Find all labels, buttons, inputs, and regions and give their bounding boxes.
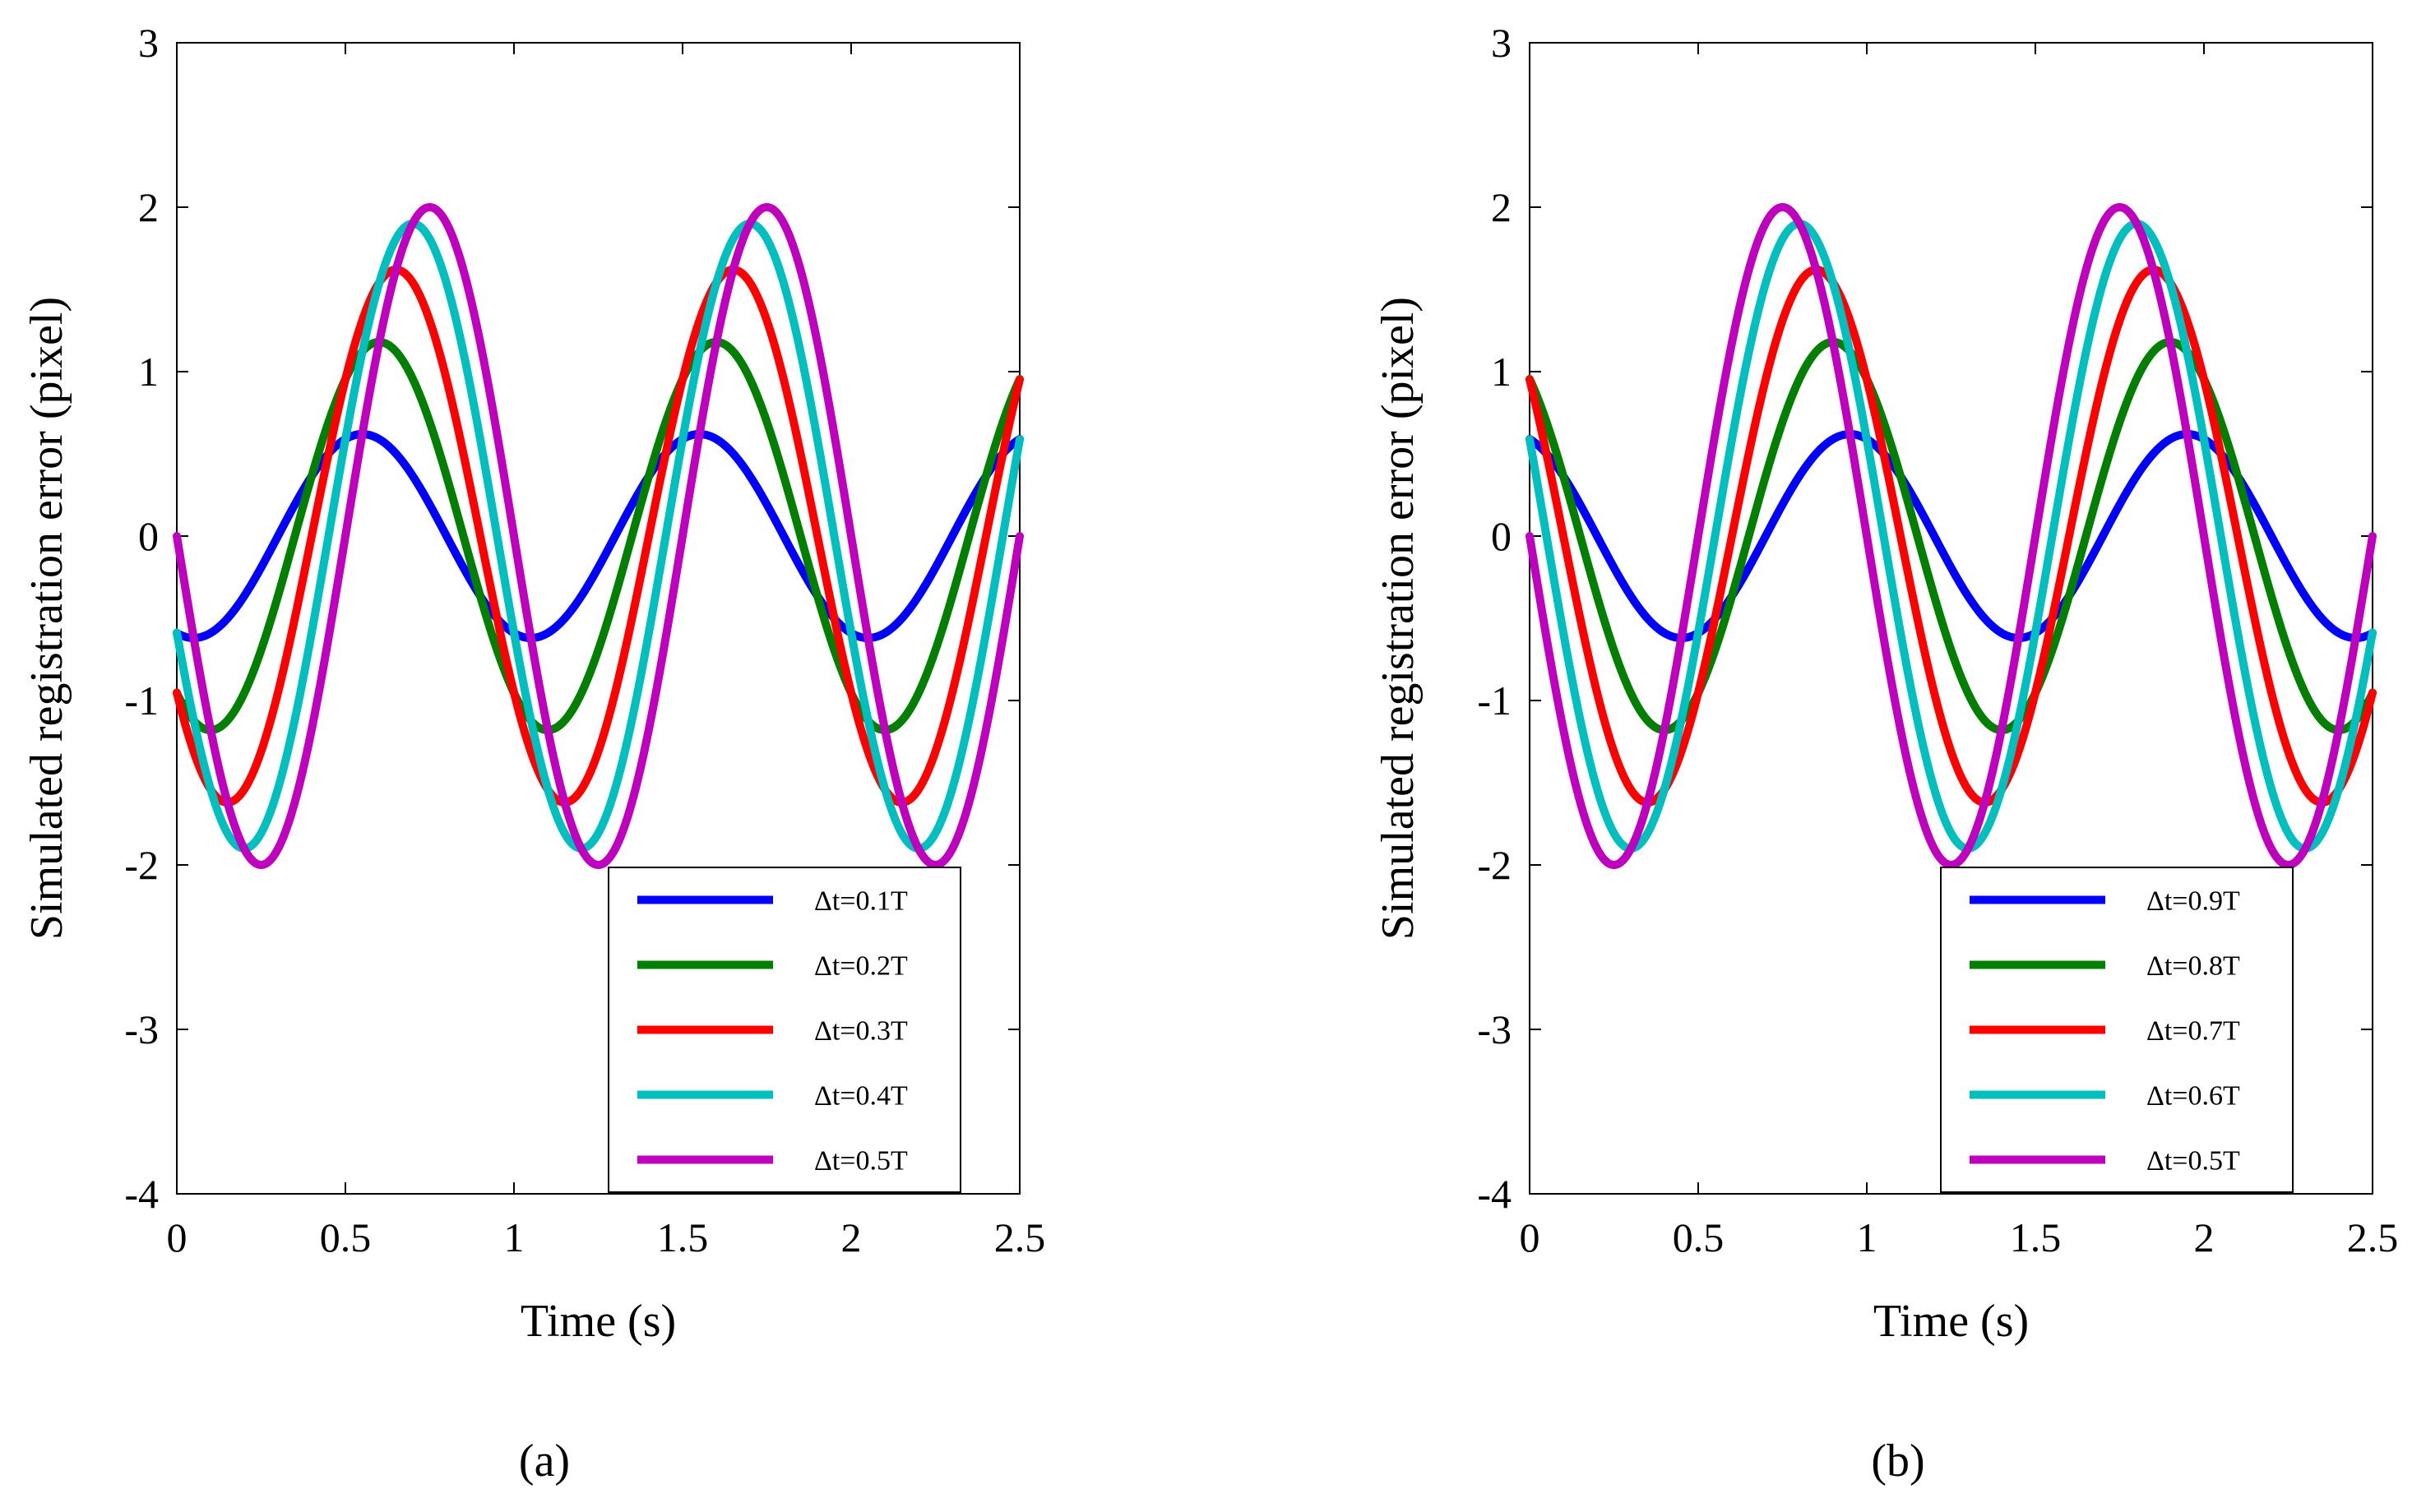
y-tick-label: -1 — [124, 677, 159, 724]
axes-frame — [176, 42, 1021, 1195]
y-tick-label: 1 — [138, 349, 159, 395]
chart-panel-a: 0 0.5 1 1.5 2 2.5-4-3-2-10123Δt=0.1TΔt=0.2TΔt… — [21, 20, 1045, 1487]
legend-label-5: Δt=0.5T — [2146, 1146, 2240, 1177]
series-line-4 — [173, 220, 1024, 853]
y-tick-label: -2 — [124, 842, 159, 888]
legend-label-1: Δt=0.1T — [814, 886, 908, 917]
y-tick-label: 0 — [138, 513, 159, 559]
y-tick-label: 3 — [138, 20, 159, 66]
x-tick-label: 2.5 — [994, 1214, 1046, 1260]
y-tick-label: -3 — [1477, 1006, 1512, 1052]
y-tick-label: 2 — [138, 184, 159, 230]
x-tick-label: 1.5 — [657, 1214, 709, 1260]
series-line-1 — [173, 430, 1024, 642]
series-line-3 — [1526, 266, 2377, 807]
y-axis-title: Simulated registration error (pixel) — [1373, 297, 1424, 940]
y-tick-label: -4 — [124, 1171, 159, 1217]
series-line-2 — [173, 338, 1024, 734]
y-tick-label: -3 — [124, 1006, 159, 1052]
x-axis-title: Time (s) — [1873, 1296, 2029, 1347]
legend: Δt=0.1T Δt=0.2T Δt=0.3T Δt=0.4T Δt=0.5T — [608, 867, 961, 1193]
x-tick-label: 1 — [504, 1214, 525, 1260]
legend-label-1: Δt=0.9T — [2146, 886, 2240, 917]
y-tick-label: 2 — [1491, 184, 1512, 230]
x-tick-label: 0.5 — [320, 1214, 372, 1260]
x-tick-label: 2.5 — [2347, 1214, 2399, 1260]
legend-label-3: Δt=0.7T — [2146, 1016, 2240, 1047]
y-axis-title: Simulated registration error (pixel) — [21, 297, 72, 940]
legend-label-4: Δt=0.4T — [814, 1081, 908, 1112]
x-tick-label: 0 — [167, 1214, 188, 1260]
chart-panel-b: 0 0.5 1 1.5 2 2.5-4-3-2-10123Δt=0.9TΔt=0.8TΔt… — [1373, 20, 2398, 1487]
x-tick-label: 2 — [841, 1214, 862, 1260]
x-tick-label: 1 — [1857, 1214, 1877, 1260]
y-tick-label: 1 — [1491, 349, 1512, 395]
legend-label-5: Δt=0.5T — [814, 1146, 908, 1177]
y-tick-label: -2 — [1477, 842, 1512, 888]
x-axis-title: Time (s) — [521, 1296, 676, 1347]
series-line-3 — [173, 266, 1024, 807]
legend-label-3: Δt=0.3T — [814, 1016, 908, 1047]
x-tick-label: 1.5 — [2010, 1214, 2062, 1260]
axes-frame — [1529, 42, 2373, 1195]
panel-label: (a) — [519, 1436, 570, 1487]
series-line-5 — [1526, 203, 2377, 869]
legend-label-2: Δt=0.2T — [814, 951, 908, 982]
legend-label-2: Δt=0.8T — [2146, 951, 2240, 982]
y-tick-label: -1 — [1477, 677, 1512, 724]
y-tick-label: -4 — [1477, 1171, 1512, 1217]
y-tick-label: 0 — [1491, 513, 1512, 559]
series-line-5 — [173, 203, 1024, 869]
x-tick-label: 0.5 — [1673, 1214, 1725, 1260]
series-line-4 — [1526, 220, 2377, 853]
y-tick-label: 3 — [1491, 20, 1512, 66]
legend-label-4: Δt=0.6T — [2146, 1081, 2240, 1112]
x-tick-label: 0 — [1520, 1214, 1540, 1260]
series-line-2 — [1526, 338, 2377, 734]
legend: Δt=0.9T Δt=0.8T Δt=0.7T Δt=0.6T Δt=0.5T — [1940, 867, 2294, 1193]
series-line-1 — [1526, 430, 2377, 642]
panel-label: (b) — [1871, 1436, 1924, 1487]
x-tick-label: 2 — [2194, 1214, 2215, 1260]
